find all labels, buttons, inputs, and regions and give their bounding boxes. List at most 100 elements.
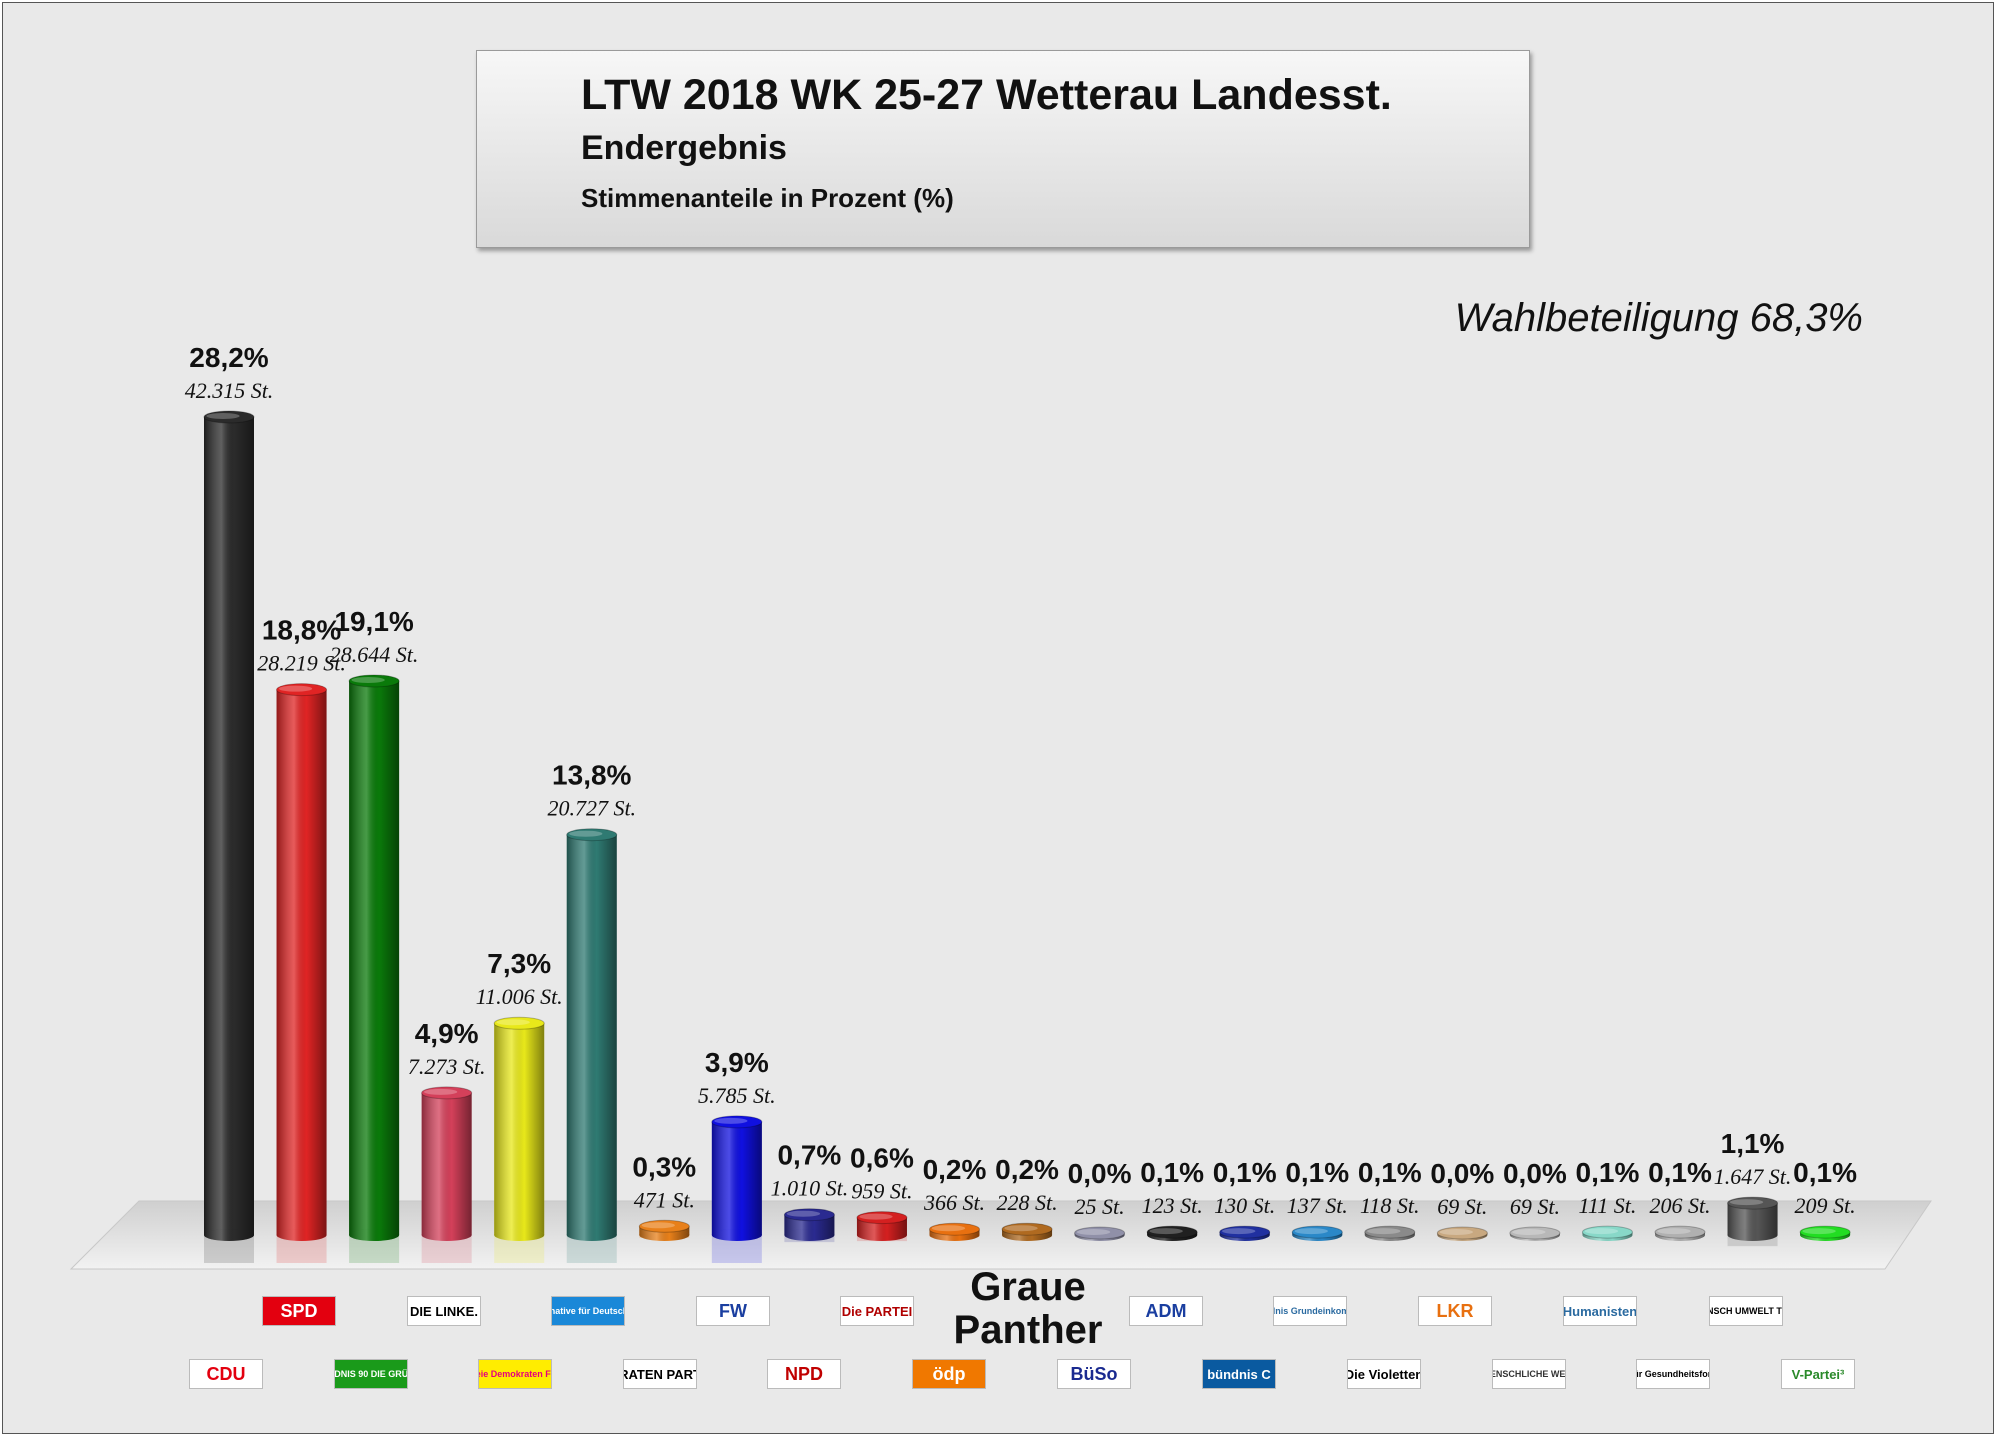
title-box: LTW 2018 WK 25-27 Wetterau Landesst. End… — [476, 50, 1530, 248]
party-logo: V-Partei³ — [1781, 1359, 1855, 1389]
percent-label: 4,9% — [415, 1018, 479, 1049]
votes-label: 209 St. — [1795, 1193, 1856, 1218]
bar-top — [1799, 1225, 1851, 1239]
votes-label: 130 St. — [1214, 1193, 1275, 1218]
bar-21: 1,1% 1.647 St. — [1714, 1128, 1792, 1247]
chart-title: LTW 2018 WK 25-27 Wetterau Landesst. — [581, 71, 1392, 119]
votes-label: 5.785 St. — [698, 1083, 776, 1108]
votes-label: 118 St. — [1360, 1193, 1419, 1218]
percent-label: 0,1% — [1576, 1157, 1640, 1188]
percent-label: 0,0% — [1503, 1158, 1567, 1189]
bar-17: 0,0% 69 St. — [1430, 1158, 1494, 1241]
percent-label: 0,3% — [632, 1151, 696, 1182]
party-logo: FW — [696, 1296, 770, 1326]
percent-label: 0,1% — [1213, 1157, 1277, 1188]
bar-top — [1364, 1225, 1416, 1239]
bar-top — [856, 1211, 908, 1225]
bar-7: 3,9% 5.785 St. — [698, 1047, 776, 1263]
party-logo: Bündnis Grundeinkommen — [1273, 1296, 1347, 1326]
party-logo: Die PARTEI — [840, 1296, 914, 1326]
percent-label: 0,2% — [923, 1154, 987, 1185]
percent-label: 18,8% — [262, 615, 341, 646]
percent-label: 1,1% — [1721, 1128, 1785, 1159]
percent-label: 0,1% — [1285, 1157, 1349, 1188]
bar-top — [348, 674, 400, 688]
votes-label: 42.315 St. — [185, 378, 274, 403]
party-logo: PIRATEN PARTEI — [623, 1359, 697, 1389]
bar-top — [1509, 1226, 1561, 1240]
percent-label: 19,1% — [334, 606, 413, 637]
votes-label: 959 St. — [851, 1179, 912, 1204]
bar-top — [1654, 1225, 1706, 1239]
party-logo: ADM — [1129, 1296, 1203, 1326]
votes-label: 20.727 St. — [547, 796, 636, 821]
turnout-label: Wahlbeteiligung 68,3% — [1454, 296, 1863, 340]
percent-label: 0,0% — [1068, 1158, 1132, 1189]
votes-label: 123 St. — [1142, 1193, 1203, 1218]
party-logo: LKR — [1418, 1296, 1492, 1326]
percent-label: 0,2% — [995, 1154, 1059, 1185]
bar-top — [1581, 1225, 1633, 1239]
bar-top — [1074, 1226, 1126, 1240]
bar-top — [1436, 1226, 1488, 1240]
votes-label: 69 St. — [1510, 1194, 1560, 1219]
bar-15: 0,1% 137 St. — [1285, 1157, 1349, 1241]
percent-label: 0,1% — [1793, 1157, 1857, 1188]
bar-14: 0,1% 130 St. — [1213, 1157, 1277, 1241]
bar-top — [711, 1115, 763, 1129]
party-logo: BüSo — [1057, 1359, 1131, 1389]
party-logo: BÜNDNIS 90 DIE GRÜNEN — [334, 1359, 408, 1389]
percent-label: 0,1% — [1648, 1157, 1712, 1188]
percent-label: 0,1% — [1140, 1157, 1204, 1188]
percent-label: 0,0% — [1430, 1158, 1494, 1189]
party-logo: MENSCHLICHE WELT — [1492, 1359, 1566, 1389]
party-logo: Alternative für Deutschland — [551, 1296, 625, 1326]
bar-16: 0,1% 118 St. — [1358, 1157, 1422, 1241]
bar-top — [276, 683, 328, 697]
bar-top — [638, 1219, 690, 1233]
bar-top — [566, 828, 618, 842]
bar-2: 19,1% 28.644 St. — [330, 606, 419, 1263]
party-logo: SPD — [262, 1296, 336, 1326]
bar-20: 0,1% 206 St. — [1648, 1157, 1712, 1241]
percent-label: 0,1% — [1358, 1157, 1422, 1188]
votes-label: 28.644 St. — [330, 642, 419, 667]
votes-label: 69 St. — [1437, 1194, 1487, 1219]
percent-label: 7,3% — [487, 948, 551, 979]
bar-4: 7,3% 11.006 St. — [476, 948, 563, 1263]
votes-label: 471 St. — [634, 1187, 695, 1212]
bar-13: 0,1% 123 St. — [1140, 1157, 1204, 1241]
bar-6: 0,3% 471 St. — [632, 1151, 696, 1241]
bar-top — [1291, 1225, 1343, 1239]
chart-unit-note: Stimmenanteile in Prozent (%) — [581, 183, 954, 213]
votes-label: 137 St. — [1287, 1193, 1348, 1218]
bar-5: 13,8% 20.727 St. — [547, 760, 636, 1263]
chart-subtitle: Endergebnis — [581, 129, 787, 167]
bar-3: 4,9% 7.273 St. — [408, 1018, 486, 1263]
bar-top — [421, 1086, 473, 1100]
votes-label: 1.647 St. — [1714, 1164, 1792, 1189]
percent-label: 0,7% — [777, 1140, 841, 1171]
bar-18: 0,0% 69 St. — [1503, 1158, 1567, 1241]
votes-label: 28.219 St. — [257, 651, 346, 676]
votes-label: 7.273 St. — [408, 1054, 486, 1079]
percent-label: 13,8% — [552, 760, 631, 791]
bar-top — [1001, 1222, 1053, 1236]
votes-label: 25 St. — [1075, 1194, 1125, 1219]
party-logo: Humanisten — [1563, 1296, 1637, 1326]
bar-19: 0,1% 111 St. — [1576, 1157, 1640, 1241]
percent-label: 28,2% — [189, 342, 268, 373]
bar-top — [493, 1016, 545, 1030]
bar-top — [929, 1222, 980, 1236]
party-logo: NPD — [767, 1359, 841, 1389]
party-logo: bündnis C — [1202, 1359, 1276, 1389]
votes-label: 1.010 St. — [771, 1176, 849, 1201]
bar-top — [1146, 1225, 1198, 1239]
bar-12: 0,0% 25 St. — [1068, 1158, 1132, 1241]
party-logo: Die Violetten — [1347, 1359, 1421, 1389]
bar-11: 0,2% 228 St. — [995, 1154, 1059, 1241]
bar-8: 0,7% 1.010 St. — [771, 1140, 849, 1243]
bar-top — [203, 410, 255, 424]
bar-chart: 28,2% 42.315 St. 18,8% 28.219 St. 19,1% 28.64… — [69, 342, 1932, 1270]
party-logo: Freie Demokraten FDP — [478, 1359, 552, 1389]
